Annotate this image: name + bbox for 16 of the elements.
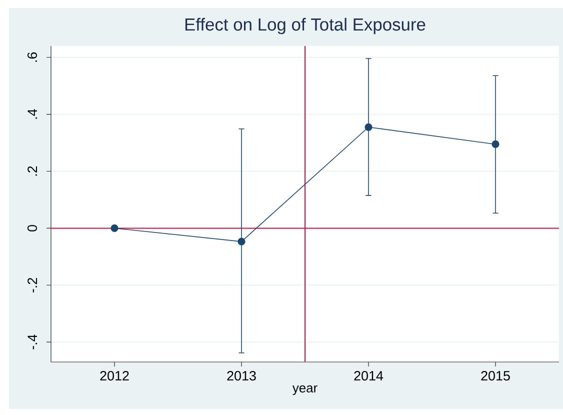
point <box>110 224 118 232</box>
y-tick-label: 0 <box>27 224 37 232</box>
y-tick-label: .6 <box>27 52 37 62</box>
y-tick-label: -.4 <box>28 334 37 350</box>
x-tick-label: 2012 <box>100 371 129 381</box>
y-tick-label: .4 <box>28 109 37 119</box>
y-tick-label: .2 <box>28 166 37 176</box>
chart-title: Effect on Log of Total Exposure <box>185 18 426 34</box>
x-axis-title: year <box>292 385 318 396</box>
x-tick-label: 2013 <box>227 371 256 381</box>
point <box>364 123 372 131</box>
y-tick-label: -.2 <box>28 278 37 292</box>
point <box>492 140 500 148</box>
x-tick-label: 2015 <box>481 371 510 381</box>
point <box>238 238 246 246</box>
x-tick-label: 2014 <box>354 371 384 381</box>
